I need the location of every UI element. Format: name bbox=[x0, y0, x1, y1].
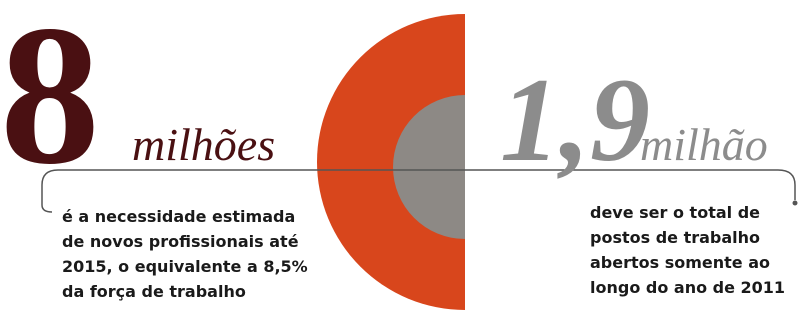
text-line: longo do ano de 2011 bbox=[590, 278, 785, 297]
left-unit: milhões bbox=[132, 119, 275, 170]
text-line: abertos somente ao bbox=[590, 253, 770, 272]
text-line: da força de trabalho bbox=[62, 282, 246, 301]
text-line: postos de trabalho bbox=[590, 228, 760, 247]
text-line: deve ser o total de bbox=[590, 203, 760, 222]
infographic: 8 milhões 1,9 milhão é a necessidade est… bbox=[0, 0, 805, 313]
text-line: 2015, o equivalente a 8,5% bbox=[62, 257, 308, 276]
right-dot bbox=[793, 201, 798, 206]
text-line: de novos profissionais até bbox=[62, 232, 299, 251]
left-number: 8 bbox=[0, 0, 100, 206]
right-text: deve ser o total de postos de trabalho abe… bbox=[590, 203, 785, 297]
right-unit: milhão bbox=[640, 119, 768, 170]
right-number: 1,9 bbox=[500, 53, 650, 186]
text-line: é a necessidade estimada bbox=[62, 207, 295, 226]
left-text: é a necessidade estimada de novos profiss… bbox=[62, 207, 308, 301]
